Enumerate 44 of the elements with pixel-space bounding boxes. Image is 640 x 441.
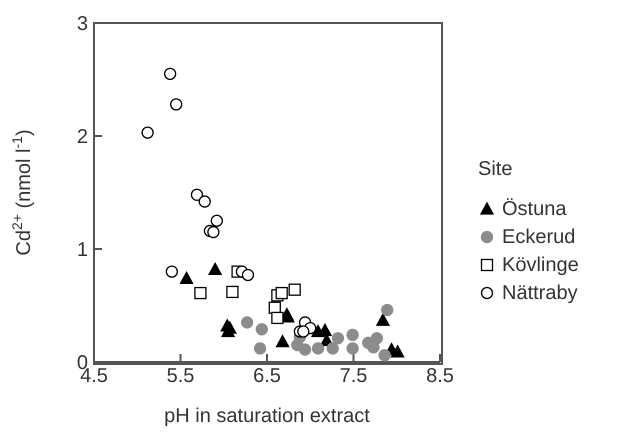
x-tick-label: 7.5 xyxy=(340,365,368,388)
point xyxy=(276,335,290,348)
point xyxy=(226,286,239,298)
point xyxy=(298,343,312,356)
point xyxy=(346,328,359,342)
point xyxy=(254,342,266,355)
point xyxy=(210,214,223,227)
point xyxy=(166,265,178,278)
y-tick-label: 1 xyxy=(76,239,88,262)
point xyxy=(180,272,194,284)
point xyxy=(288,284,301,296)
x-axis-title: pH in saturation extract xyxy=(164,405,370,427)
point xyxy=(208,262,222,275)
point xyxy=(390,345,404,358)
point xyxy=(164,68,176,80)
point xyxy=(332,332,344,344)
legend-label: Östuna xyxy=(502,198,566,220)
point xyxy=(276,286,288,300)
legend-title: Site xyxy=(478,158,514,181)
y-tick-label: 2 xyxy=(76,126,88,148)
point xyxy=(376,314,390,326)
legend-label: Eckerud xyxy=(502,226,576,248)
x-tick-label: 6.5 xyxy=(253,365,281,388)
legend-label: Nättraby xyxy=(502,282,578,304)
legend-label: Kövlinge xyxy=(502,254,579,276)
point xyxy=(256,323,268,336)
point xyxy=(198,195,211,208)
point xyxy=(240,316,254,329)
point xyxy=(346,342,359,355)
point xyxy=(141,126,154,139)
point xyxy=(326,342,339,355)
point xyxy=(194,286,207,300)
x-tick-label: 5.5 xyxy=(166,365,194,388)
point xyxy=(207,226,220,238)
point xyxy=(170,98,182,111)
point xyxy=(297,325,310,338)
y-tick-label: 3 xyxy=(76,13,88,36)
point xyxy=(381,304,394,316)
point xyxy=(378,349,391,362)
point xyxy=(271,312,284,324)
x-tick-label: 8.5 xyxy=(426,365,454,388)
point xyxy=(223,321,236,334)
point xyxy=(242,268,254,282)
point xyxy=(312,342,324,355)
